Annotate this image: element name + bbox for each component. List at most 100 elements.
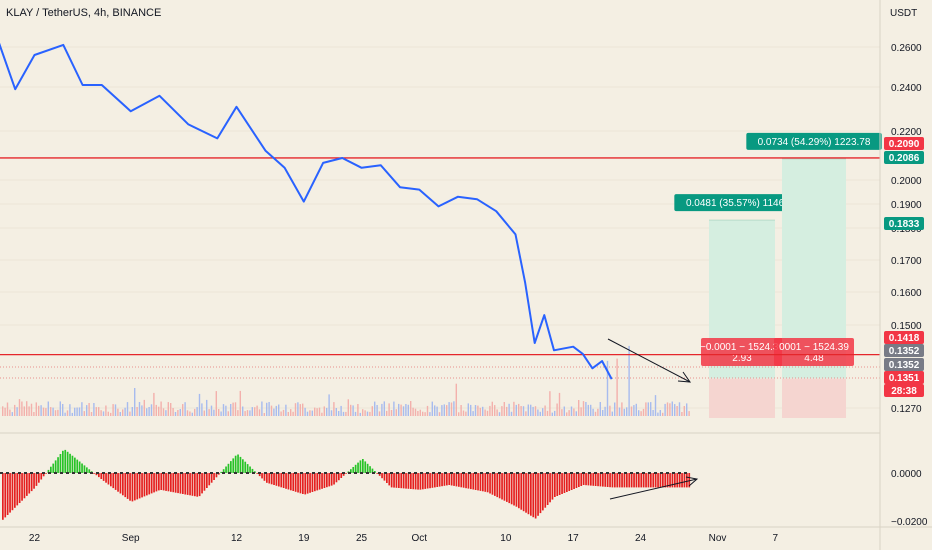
oscillator-bar bbox=[119, 473, 122, 494]
volume-bar bbox=[18, 399, 21, 416]
volume-bar bbox=[606, 360, 609, 416]
oscillator-bar bbox=[640, 473, 643, 488]
oscillator-bar bbox=[278, 473, 280, 487]
volume-bar bbox=[621, 402, 623, 416]
oscillator-bar bbox=[542, 473, 544, 511]
stop-zone-1[interactable] bbox=[782, 378, 846, 418]
volume-bar bbox=[167, 402, 169, 416]
volume-bar bbox=[100, 410, 102, 416]
volume-bar bbox=[393, 401, 395, 416]
volume-bar bbox=[263, 413, 265, 416]
oscillator-bar bbox=[590, 473, 592, 486]
volume-bar bbox=[251, 407, 253, 416]
volume-bar bbox=[11, 412, 13, 416]
horizontal-levels[interactable] bbox=[0, 157, 880, 379]
volume-bar bbox=[364, 410, 366, 416]
volume-bar bbox=[419, 409, 421, 416]
volume-bar bbox=[297, 402, 299, 416]
divergence-line-price[interactable] bbox=[607, 338, 691, 383]
divergence-arrow-oscillator bbox=[685, 476, 699, 487]
oscillator-bar bbox=[88, 469, 91, 473]
volume-bar bbox=[278, 404, 280, 416]
oscillator-bar bbox=[614, 473, 616, 488]
volume-bar bbox=[78, 407, 81, 416]
price-tick-label: 0.1700 bbox=[891, 256, 922, 267]
price-line bbox=[0, 42, 613, 380]
volume-bar bbox=[21, 401, 23, 416]
oscillator-bar bbox=[513, 473, 515, 506]
volume-bar bbox=[498, 412, 501, 416]
volume-bar bbox=[23, 406, 25, 416]
volume-bar bbox=[186, 410, 189, 416]
oscillator-bar bbox=[227, 463, 230, 473]
oscillator-bar bbox=[683, 473, 686, 488]
volume-bar bbox=[518, 403, 520, 416]
volume-bar bbox=[539, 411, 541, 416]
volume-bar bbox=[390, 410, 393, 416]
volume-bar bbox=[594, 411, 597, 416]
volume-bar bbox=[222, 404, 225, 416]
oscillator-bar bbox=[429, 473, 431, 489]
oscillator-bar bbox=[174, 473, 177, 493]
oscillator-bar bbox=[66, 451, 69, 473]
oscillator-bar bbox=[669, 473, 671, 488]
oscillator-bar bbox=[666, 473, 669, 488]
oscillator-bar bbox=[405, 473, 407, 489]
oscillator-bar bbox=[124, 473, 127, 498]
volume-bar bbox=[374, 401, 376, 416]
volume-bar bbox=[441, 405, 443, 416]
oscillator-bar bbox=[309, 473, 311, 493]
trend-annotations[interactable] bbox=[607, 338, 699, 500]
oscillator-bar bbox=[474, 473, 477, 490]
volume-bar bbox=[563, 406, 565, 416]
oscillator-bar bbox=[441, 473, 443, 487]
price-badges: 0.2090 0.2086 0.1833 0.1418 0.1352 0.1352 0.13… bbox=[884, 137, 924, 397]
volume-bar bbox=[45, 408, 47, 416]
volume-bar bbox=[501, 406, 503, 416]
oscillator-bar bbox=[213, 473, 215, 480]
oscillator-bar bbox=[170, 473, 172, 492]
volume-bar bbox=[386, 410, 388, 416]
time-tick-label: 10 bbox=[500, 533, 512, 544]
volume-bar bbox=[158, 406, 160, 416]
time-tick-label: Nov bbox=[709, 533, 727, 544]
oscillator-bar bbox=[59, 454, 62, 473]
oscillator-bar bbox=[9, 473, 11, 513]
oscillator-bar bbox=[86, 467, 88, 473]
time-axis[interactable]: 22 Sep 12 19 25 Oct 10 17 24 Nov 7 bbox=[29, 533, 779, 544]
volume-bar bbox=[215, 391, 217, 416]
oscillator-bar bbox=[561, 473, 563, 494]
oscillator-bar bbox=[71, 455, 74, 473]
position-tools[interactable]: 0.0481 (35.57%) 1146.65 −0.0001 − 1524.39… bbox=[674, 132, 882, 418]
oscillator-bar bbox=[155, 473, 158, 492]
oscillator-bar bbox=[28, 473, 31, 494]
divergence-line-oscillator[interactable] bbox=[609, 478, 698, 500]
volume-bar bbox=[438, 412, 441, 416]
volume-bars bbox=[2, 345, 690, 416]
oscillator-bar bbox=[246, 464, 249, 473]
volume-bar bbox=[314, 407, 316, 416]
volume-bar bbox=[674, 404, 676, 416]
volume-bar bbox=[395, 409, 397, 416]
volume-bar bbox=[657, 412, 659, 416]
volume-bar bbox=[86, 405, 88, 416]
oscillator-bar bbox=[16, 473, 19, 506]
price-tick-label: 0.2000 bbox=[891, 176, 922, 187]
volume-bar bbox=[69, 404, 71, 416]
stop-zone-0[interactable] bbox=[709, 378, 775, 418]
oscillator-bar bbox=[150, 473, 153, 494]
price-badge-label: 0.2090 bbox=[889, 139, 920, 150]
oscillator-bar bbox=[102, 473, 105, 481]
volume-bar bbox=[266, 402, 268, 416]
volume-bar bbox=[102, 411, 105, 416]
volume-bar bbox=[489, 405, 491, 416]
volume-bar bbox=[345, 411, 347, 416]
volume-bar bbox=[604, 406, 606, 416]
volume-bar bbox=[455, 383, 457, 416]
volume-bar bbox=[472, 411, 474, 416]
volume-bar bbox=[342, 411, 345, 416]
oscillator-bar bbox=[242, 459, 244, 473]
volume-bar bbox=[554, 410, 556, 416]
volume-bar bbox=[422, 411, 424, 416]
oscillator-bar bbox=[599, 473, 602, 487]
